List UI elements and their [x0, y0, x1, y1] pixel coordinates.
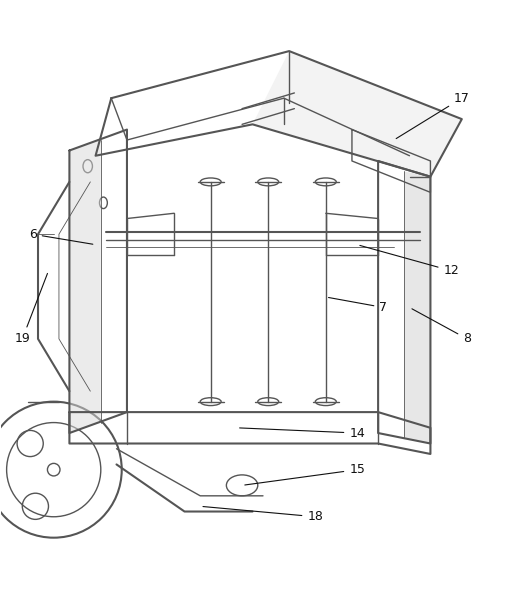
Text: 12: 12 [360, 245, 459, 277]
Polygon shape [252, 51, 462, 176]
Text: 18: 18 [203, 507, 323, 523]
Polygon shape [69, 140, 101, 433]
Text: 8: 8 [412, 309, 471, 345]
Polygon shape [404, 172, 430, 444]
Text: 15: 15 [245, 463, 365, 485]
Text: 7: 7 [329, 298, 387, 314]
Text: 14: 14 [240, 426, 365, 440]
Text: 17: 17 [396, 91, 470, 138]
Text: 19: 19 [14, 273, 47, 345]
Text: 6: 6 [29, 228, 93, 244]
